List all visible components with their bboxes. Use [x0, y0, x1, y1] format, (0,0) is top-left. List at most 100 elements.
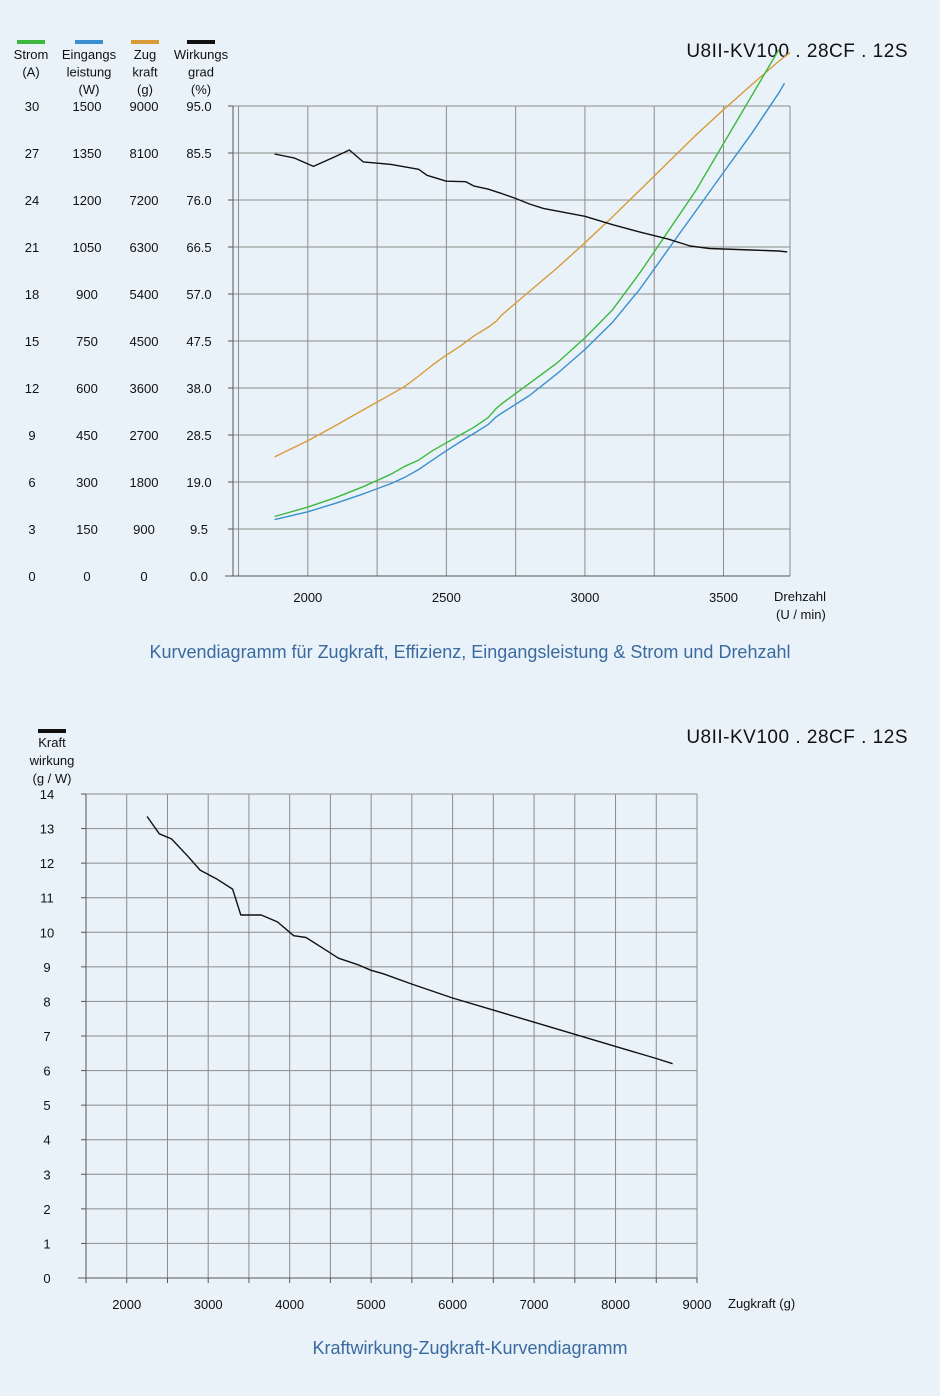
- chart1-strom-tick-label: 3: [28, 522, 35, 537]
- chart1-eingangsleistung-tick-label: 900: [76, 287, 98, 302]
- chart2-x-tick-label: 8000: [601, 1297, 630, 1312]
- chart1-legend-label-zugkraft: kraft: [132, 65, 158, 80]
- chart1-zugkraft-tick-label: 9000: [130, 99, 159, 114]
- chart1-legend-label-eingangsleistung: (W): [79, 82, 100, 97]
- chart1-x-axis-unit: (U / min): [776, 607, 826, 622]
- chart2-y-tick-label: 6: [43, 1064, 50, 1079]
- chart1-zugkraft-tick-label: 8100: [130, 146, 159, 161]
- chart2-y-tick-label: 5: [43, 1098, 50, 1113]
- chart2-x-axis-label: Zugkraft (g): [728, 1296, 795, 1311]
- chart2-axes: [78, 793, 698, 1283]
- chart1-wirkungsgrad-tick-label: 47.5: [186, 334, 211, 349]
- chart2-grid: [85, 793, 698, 1278]
- chart1-wirkungsgrad-tick-label: 85.5: [186, 146, 211, 161]
- chart1-eingangsleistung-tick-label: 300: [76, 475, 98, 490]
- chart1-legend-label-wirkungsgrad: grad: [188, 65, 214, 80]
- chart1-wirkungsgrad-tick-label: 0.0: [190, 569, 208, 584]
- chart1-wirkungsgrad-tick-label: 28.5: [186, 428, 211, 443]
- chart1-legend-swatch-eingangsleistung: [75, 40, 103, 44]
- chart1-zugkraft-tick-label: 900: [133, 522, 155, 537]
- chart2-y-tick-label: 7: [43, 1029, 50, 1044]
- chart1-y-ticks: 0369121518212427300150300450600750900105…: [25, 99, 212, 584]
- chart1-model-title: U8II-KV100 . 28CF . 12S: [686, 41, 908, 62]
- chart2-model-title: U8II-KV100 . 28CF . 12S: [686, 727, 908, 748]
- chart2-x-tick-label: 4000: [275, 1297, 304, 1312]
- chart1-strom-tick-label: 12: [25, 381, 39, 396]
- chart2-y-tick-label: 3: [43, 1167, 50, 1182]
- chart1-legend: Strom (A) Eingangs leistung (W) Zug kraft (g) Wi…: [14, 40, 229, 97]
- chart1-series-line-zugkraft: [274, 52, 791, 458]
- chart-efficiency-vs-thrust: U8II-KV100 . 28CF . 12S Kraft wirkung (g /…: [29, 727, 908, 1358]
- chart2-y-tick-label: 13: [40, 822, 54, 837]
- chart2-x-ticks: 2000 3000 4000 5000 6000 7000 8000 9000: [112, 1297, 711, 1312]
- chart2-y-tick-label: 11: [40, 891, 54, 906]
- chart2-y-tick-label: 14: [40, 787, 54, 802]
- chart1-strom-tick-label: 6: [28, 475, 35, 490]
- chart1-caption: Kurvendiagramm für Zugkraft, Effizienz, …: [150, 642, 791, 662]
- chart1-grid: [233, 105, 791, 576]
- chart1-wirkungsgrad-tick-label: 57.0: [186, 287, 211, 302]
- chart1-x-tick-label: 2500: [432, 590, 461, 605]
- chart2-y-axis-label: wirkung: [29, 753, 75, 768]
- chart2-y-tick-label: 8: [43, 994, 50, 1009]
- chart2-y-tick-label: 0: [43, 1271, 50, 1286]
- chart1-wirkungsgrad-tick-label: 9.5: [190, 522, 208, 537]
- chart1-strom-tick-label: 21: [25, 240, 39, 255]
- chart2-y-tick-label: 12: [40, 856, 54, 871]
- chart-speed-curves: U8II-KV100 . 28CF . 12S Strom (A) Eingangs…: [14, 40, 908, 662]
- chart2-legend: Kraft wirkung (g / W): [29, 729, 75, 786]
- chart1-zugkraft-tick-label: 7200: [130, 193, 159, 208]
- chart1-legend-swatch-strom: [17, 40, 45, 44]
- chart1-eingangsleistung-tick-label: 1050: [73, 240, 102, 255]
- chart1-eingangsleistung-tick-label: 450: [76, 428, 98, 443]
- chart1-legend-label-eingangsleistung: Eingangs: [62, 47, 117, 62]
- chart2-y-tick-label: 4: [43, 1133, 50, 1148]
- chart2-y-axis-label: (g / W): [33, 771, 72, 786]
- chart2-y-tick-label: 10: [40, 925, 54, 940]
- chart1-wirkungsgrad-tick-label: 19.0: [186, 475, 211, 490]
- chart1-series-line-strom: [274, 49, 780, 518]
- chart1-legend-label-strom: (A): [22, 65, 39, 80]
- chart1-strom-tick-label: 15: [25, 334, 39, 349]
- chart2-x-tick-label: 6000: [438, 1297, 467, 1312]
- chart1-series-line-eingangsleistung: [274, 82, 786, 521]
- chart2-y-tick-label: 9: [43, 960, 50, 975]
- chart2-x-tick-label: 5000: [357, 1297, 386, 1312]
- chart1-strom-tick-label: 18: [25, 287, 39, 302]
- chart1-legend-swatch-wirkungsgrad: [187, 40, 215, 44]
- chart1-eingangsleistung-tick-label: 1350: [73, 146, 102, 161]
- chart1-zugkraft-tick-label: 2700: [130, 428, 159, 443]
- chart1-x-ticks: 2000 2500 3000 3500: [293, 590, 738, 605]
- chart1-legend-label-eingangsleistung: leistung: [67, 65, 112, 80]
- chart1-wirkungsgrad-tick-label: 95.0: [186, 99, 211, 114]
- chart1-eingangsleistung-tick-label: 1200: [73, 193, 102, 208]
- chart1-eingangsleistung-tick-label: 750: [76, 334, 98, 349]
- chart1-x-axis-label: Drehzahl: [774, 589, 826, 604]
- chart1-strom-tick-label: 30: [25, 99, 39, 114]
- chart1-legend-label-strom: Strom: [14, 47, 49, 62]
- chart2-series-line-kraftwirkung: [146, 816, 673, 1065]
- chart2-x-tick-label: 7000: [520, 1297, 549, 1312]
- chart1-legend-label-zugkraft: Zug: [134, 47, 156, 62]
- chart1-x-tick-label: 3500: [709, 590, 738, 605]
- chart1-zugkraft-tick-label: 6300: [130, 240, 159, 255]
- chart2-x-tick-label: 2000: [112, 1297, 141, 1312]
- chart1-zugkraft-tick-label: 5400: [130, 287, 159, 302]
- chart1-strom-tick-label: 27: [25, 146, 39, 161]
- chart2-legend-swatch: [38, 729, 66, 733]
- chart1-zugkraft-tick-label: 1800: [130, 475, 159, 490]
- chart2-caption: Kraftwirkung-Zugkraft-Kurvendiagramm: [312, 1338, 627, 1358]
- chart1-wirkungsgrad-tick-label: 38.0: [186, 381, 211, 396]
- chart1-legend-label-zugkraft: (g): [137, 82, 153, 97]
- chart2-x-tick-label: 3000: [194, 1297, 223, 1312]
- chart1-series-line-wirkungsgrad: [274, 149, 788, 253]
- chart1-legend-swatch-zugkraft: [131, 40, 159, 44]
- chart1-wirkungsgrad-tick-label: 66.5: [186, 240, 211, 255]
- chart2-x-tick-label: 9000: [683, 1297, 712, 1312]
- chart1-strom-tick-label: 9: [28, 428, 35, 443]
- chart1-legend-label-wirkungsgrad: (%): [191, 82, 211, 97]
- chart2-y-tick-label: 1: [43, 1236, 50, 1251]
- chart1-zugkraft-tick-label: 4500: [130, 334, 159, 349]
- chart1-axes: [225, 105, 790, 577]
- chart2-y-axis-label: Kraft: [38, 735, 66, 750]
